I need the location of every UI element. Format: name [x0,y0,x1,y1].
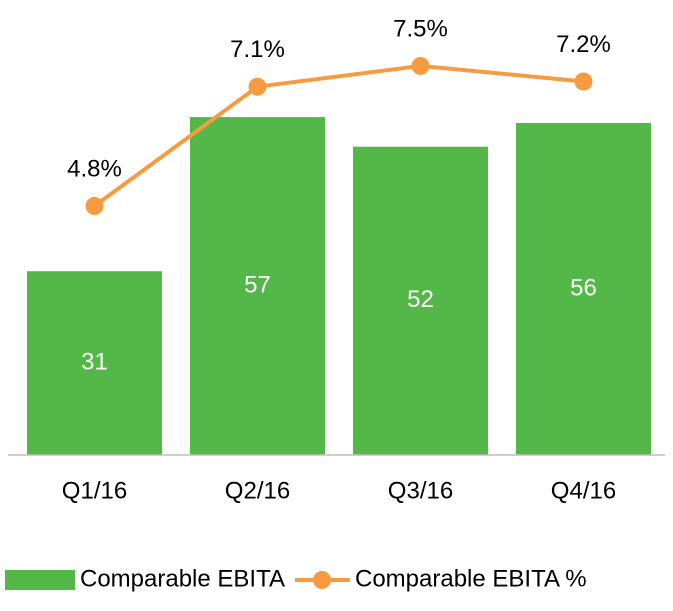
legend-label: Comparable EBITA % [355,565,587,592]
line-point [248,77,267,96]
line [93,63,584,208]
bar [27,271,162,455]
bar-value-label: 57 [244,271,271,298]
x-tick-label: Q3/16 [388,477,453,504]
bar [190,117,325,456]
line-point [574,72,593,91]
line-value-label: 4.8% [67,155,122,182]
line-value-label: 7.2% [556,31,611,58]
x-tick-label: Q4/16 [551,477,616,504]
x-tick-label: Q1/16 [62,477,127,504]
x-tick-label: Q2/16 [225,477,290,504]
bar-value-label: 56 [570,274,597,301]
bar-value-label: 31 [81,348,108,375]
legend-label: Comparable EBITA [80,565,285,592]
bar [516,123,651,455]
line-point [411,56,430,75]
bar-value-label: 52 [407,286,434,313]
bar [353,146,488,455]
legend-swatch [5,570,75,590]
line-value-label: 7.5% [393,15,448,42]
legend-swatch-marker [312,571,331,589]
line-value-label: 7.1% [230,36,285,63]
line-point [85,197,104,215]
